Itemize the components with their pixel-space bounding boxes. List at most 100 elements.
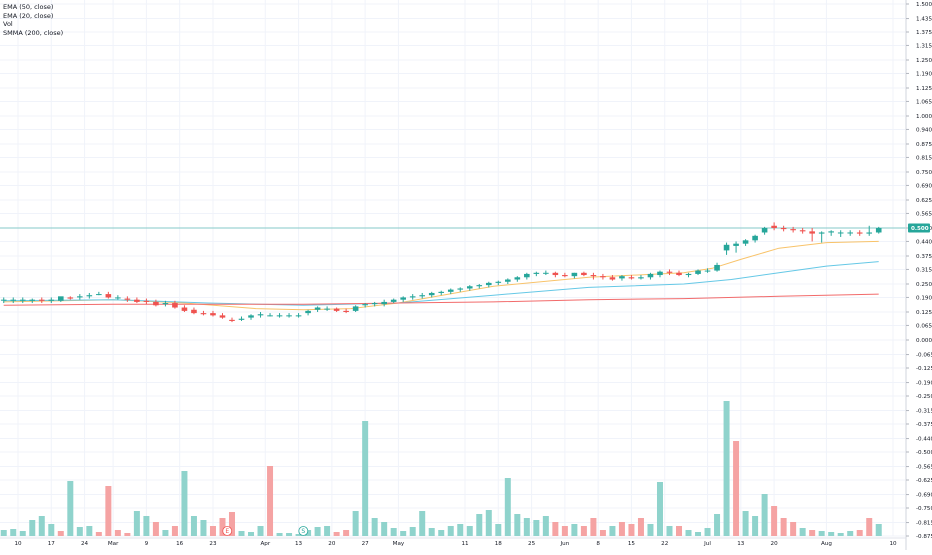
- time-tick-label: 25: [528, 541, 536, 547]
- candle-body: [476, 285, 483, 287]
- event-marker-S[interactable]: [298, 526, 309, 536]
- candle-body: [105, 294, 112, 298]
- volume-bar: [875, 524, 882, 536]
- volume-bar: [847, 531, 854, 536]
- candle-body: [695, 270, 701, 274]
- candle-body: [381, 301, 387, 305]
- volume-bar: [495, 524, 502, 536]
- volume-bar: [238, 531, 245, 536]
- price-tick-label: 1.065: [916, 99, 932, 105]
- time-tick-label: Aug: [821, 541, 832, 547]
- candle-body: [856, 232, 863, 234]
- volume-bar: [780, 518, 787, 536]
- candle-body: [818, 232, 825, 234]
- price-tick-label: 1.190: [916, 71, 932, 77]
- candle-body: [552, 272, 559, 276]
- candle-body: [619, 276, 625, 279]
- price-tick-label: -0.440: [916, 437, 932, 443]
- candle-body: [866, 232, 873, 234]
- price-tick-label: 1.500: [916, 2, 932, 8]
- candle-body: [761, 228, 768, 233]
- candle-body: [305, 310, 311, 314]
- volume-bar: [381, 522, 388, 536]
- volume-bar: [343, 530, 350, 536]
- volume-bar: [267, 466, 274, 536]
- volume-bar: [552, 522, 559, 536]
- candle-body: [638, 277, 644, 279]
- candle-body: [96, 294, 102, 296]
- volume-bar: [790, 522, 797, 536]
- price-tick-label: 0.815: [916, 155, 932, 161]
- candle-body: [533, 272, 540, 274]
- volume-bar: [314, 527, 321, 536]
- candle-body: [723, 244, 730, 251]
- candle-body: [67, 297, 74, 299]
- legend-vol[interactable]: Vol: [3, 20, 13, 28]
- candle-body: [609, 277, 616, 280]
- volume-bar: [209, 526, 216, 536]
- volume-bar: [704, 528, 711, 536]
- price-tick-label: 0.125: [916, 310, 932, 316]
- candle-body: [600, 276, 606, 278]
- time-tick-label: 24: [81, 541, 89, 547]
- candle-body: [77, 296, 83, 298]
- candle-body: [457, 288, 464, 290]
- price-tick-label: 0.375: [916, 254, 932, 260]
- volume-bar: [647, 524, 654, 536]
- candle-body: [837, 232, 844, 234]
- time-tick-label: 11: [461, 541, 469, 547]
- candle-body: [657, 271, 663, 276]
- event-marker-label: S: [301, 528, 305, 535]
- price-tick-label: 0.190: [916, 295, 932, 301]
- legend-smma200[interactable]: SMMA (200, close): [3, 28, 64, 37]
- volume-bar: [276, 533, 283, 536]
- candle-body: [704, 270, 711, 272]
- candle-body: [409, 296, 416, 298]
- volume-bar: [571, 524, 578, 536]
- volume-bar: [228, 512, 235, 536]
- candle-body: [752, 235, 758, 241]
- volume-bar: [695, 532, 702, 536]
- volume-bar: [114, 530, 121, 536]
- price-tick-label: -0.125: [916, 366, 932, 372]
- volume-bar: [485, 510, 492, 536]
- volume-bar: [628, 524, 635, 536]
- candle-body: [333, 308, 340, 311]
- time-tick-label: Apr: [260, 541, 270, 547]
- price-tick-label: -0.375: [916, 422, 932, 428]
- candle-body: [219, 315, 226, 318]
- volume-bar: [324, 526, 331, 536]
- candle-body: [276, 315, 283, 317]
- volume-bar: [818, 531, 825, 536]
- volume-bar: [76, 527, 83, 536]
- volume-bar: [723, 401, 730, 536]
- candle-body: [153, 301, 159, 306]
- volume-bar: [0, 530, 7, 536]
- last-price-label: 0.500: [911, 226, 929, 232]
- volume-bar: [305, 530, 312, 536]
- volume-bar: [799, 528, 806, 536]
- candle-body: [210, 313, 216, 316]
- volume-bar: [133, 511, 140, 536]
- legend-ema20[interactable]: EMA (20, close): [3, 11, 54, 20]
- candle-body: [324, 308, 330, 310]
- legend-ema50[interactable]: EMA (50, close): [3, 3, 54, 11]
- time-tick-label: Jun: [560, 541, 570, 547]
- price-tick-label: -0.065: [916, 353, 932, 359]
- price-tick-label: 0.000: [916, 338, 932, 344]
- volume-bar: [86, 526, 93, 536]
- volume-bar: [457, 524, 464, 536]
- event-marker-E[interactable]: [222, 526, 233, 536]
- volume-bar: [609, 526, 616, 536]
- candle-body: [124, 298, 131, 300]
- volume-bar: [666, 526, 673, 536]
- price-tick-label: 0.440: [916, 239, 932, 245]
- price-tick-label: 0.250: [916, 282, 932, 288]
- candle-body: [57, 296, 64, 301]
- candle-body: [875, 228, 882, 233]
- candle-body: [143, 300, 150, 302]
- price-tick-label: 1.435: [916, 17, 932, 23]
- time-tick-label: Jul: [703, 541, 711, 547]
